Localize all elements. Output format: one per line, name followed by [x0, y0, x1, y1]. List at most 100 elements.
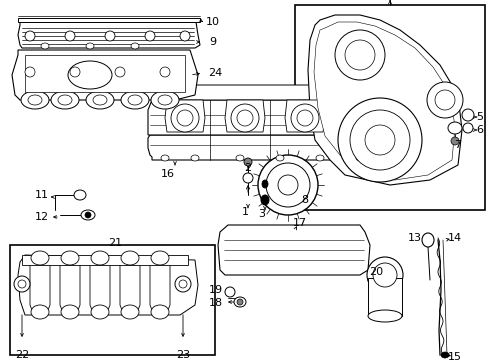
Ellipse shape	[65, 31, 75, 41]
Bar	[10, 245, 215, 355]
Polygon shape	[224, 100, 264, 132]
Polygon shape	[218, 225, 369, 275]
Text: 6: 6	[475, 125, 483, 135]
Text: 17: 17	[292, 218, 306, 228]
Text: 21: 21	[108, 238, 122, 248]
Ellipse shape	[234, 297, 245, 307]
Ellipse shape	[337, 98, 421, 182]
Ellipse shape	[28, 95, 42, 105]
Text: 9: 9	[209, 37, 216, 47]
Polygon shape	[153, 85, 369, 100]
Text: 7: 7	[453, 140, 461, 150]
Ellipse shape	[93, 95, 107, 105]
Ellipse shape	[151, 251, 169, 265]
Ellipse shape	[261, 195, 268, 205]
Polygon shape	[313, 22, 454, 180]
Ellipse shape	[265, 163, 309, 207]
Ellipse shape	[179, 280, 186, 288]
Ellipse shape	[31, 305, 49, 319]
Ellipse shape	[177, 110, 193, 126]
Polygon shape	[18, 22, 200, 48]
Text: 19: 19	[208, 285, 223, 295]
Text: 5: 5	[475, 112, 483, 122]
Ellipse shape	[31, 251, 49, 265]
Ellipse shape	[349, 110, 409, 170]
Ellipse shape	[224, 287, 235, 297]
Ellipse shape	[61, 251, 79, 265]
Ellipse shape	[61, 305, 79, 319]
Ellipse shape	[58, 95, 72, 105]
Polygon shape	[150, 260, 170, 310]
Ellipse shape	[275, 155, 284, 161]
Polygon shape	[90, 260, 110, 310]
Ellipse shape	[86, 91, 114, 109]
Polygon shape	[18, 18, 200, 22]
Ellipse shape	[151, 305, 169, 319]
Ellipse shape	[14, 276, 30, 292]
Ellipse shape	[230, 104, 259, 132]
Ellipse shape	[105, 31, 115, 41]
Bar	[367, 278, 401, 316]
Ellipse shape	[237, 299, 243, 305]
Ellipse shape	[345, 40, 374, 70]
Text: 15: 15	[447, 352, 461, 360]
Ellipse shape	[296, 110, 312, 126]
Ellipse shape	[151, 91, 179, 109]
Polygon shape	[30, 260, 50, 310]
Polygon shape	[148, 100, 373, 135]
Ellipse shape	[262, 180, 267, 188]
Ellipse shape	[91, 305, 109, 319]
Ellipse shape	[447, 122, 461, 134]
Ellipse shape	[91, 251, 109, 265]
Text: 20: 20	[368, 267, 382, 277]
Polygon shape	[25, 55, 184, 92]
Text: 24: 24	[207, 68, 222, 78]
Ellipse shape	[128, 95, 142, 105]
Polygon shape	[307, 15, 461, 185]
Ellipse shape	[41, 43, 49, 49]
Ellipse shape	[85, 212, 91, 218]
Ellipse shape	[191, 155, 199, 161]
Text: 3: 3	[258, 209, 265, 219]
Text: 18: 18	[208, 298, 223, 308]
Ellipse shape	[86, 43, 94, 49]
Text: 14: 14	[447, 233, 461, 243]
Ellipse shape	[158, 95, 172, 105]
Polygon shape	[120, 260, 140, 310]
Ellipse shape	[258, 155, 317, 215]
Polygon shape	[18, 255, 198, 315]
Ellipse shape	[131, 43, 139, 49]
Ellipse shape	[462, 123, 472, 133]
Ellipse shape	[450, 137, 458, 145]
Ellipse shape	[355, 155, 363, 161]
Ellipse shape	[160, 67, 170, 77]
Text: 1: 1	[241, 207, 248, 217]
Ellipse shape	[171, 104, 199, 132]
Ellipse shape	[372, 263, 396, 287]
Ellipse shape	[51, 91, 79, 109]
Bar	[294, 5, 484, 210]
Text: 8: 8	[301, 195, 308, 205]
Ellipse shape	[290, 104, 318, 132]
Text: 22: 22	[15, 350, 29, 360]
Polygon shape	[164, 100, 204, 132]
Ellipse shape	[366, 257, 402, 293]
Ellipse shape	[74, 190, 86, 200]
Ellipse shape	[367, 310, 401, 322]
Ellipse shape	[25, 31, 35, 41]
Text: 10: 10	[205, 17, 220, 27]
Text: 12: 12	[35, 212, 49, 222]
Ellipse shape	[334, 30, 384, 80]
Polygon shape	[12, 50, 198, 100]
Polygon shape	[60, 260, 80, 310]
Ellipse shape	[237, 110, 252, 126]
Ellipse shape	[434, 90, 454, 110]
Ellipse shape	[461, 109, 473, 121]
Ellipse shape	[426, 82, 462, 118]
Ellipse shape	[244, 158, 251, 166]
Ellipse shape	[145, 31, 155, 41]
Text: 2: 2	[244, 163, 251, 173]
Ellipse shape	[440, 352, 448, 358]
Ellipse shape	[18, 280, 26, 288]
Polygon shape	[148, 135, 371, 160]
